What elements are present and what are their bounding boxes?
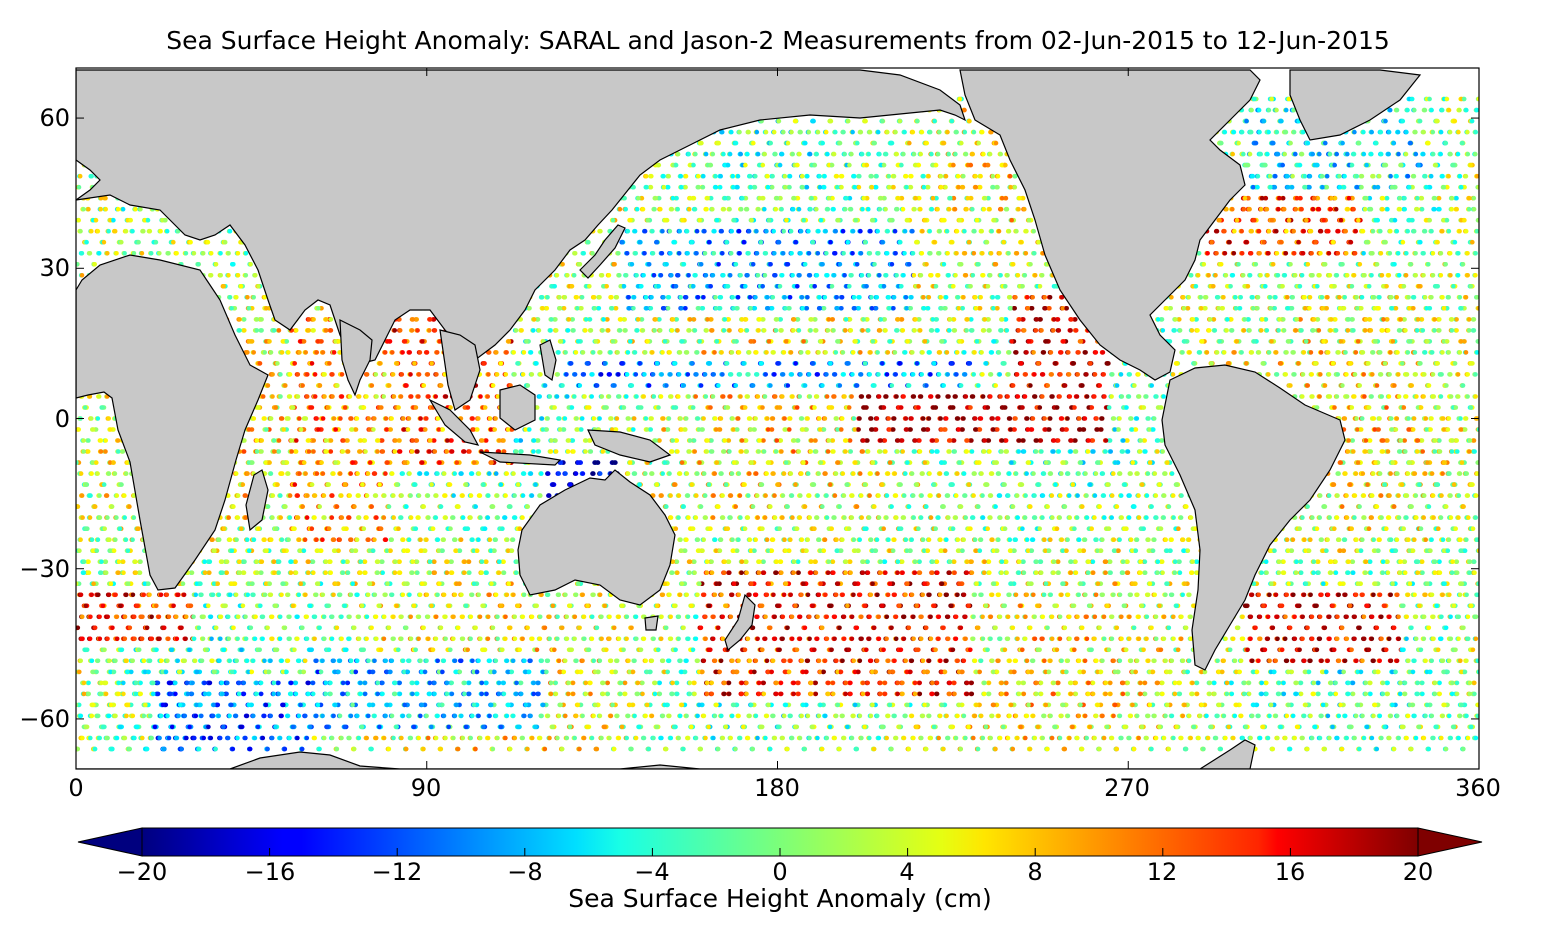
map-plot-area xyxy=(75,67,1480,770)
chart-title: Sea Surface Height Anomaly: SARAL and Ja… xyxy=(0,26,1556,55)
